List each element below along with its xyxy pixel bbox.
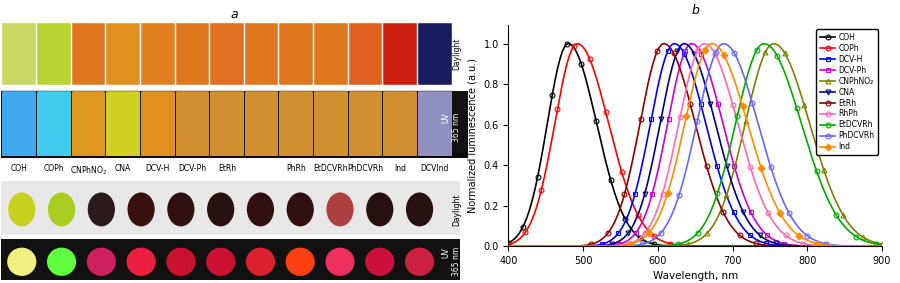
Text: a: a <box>230 8 238 22</box>
Bar <box>314 93 347 156</box>
Ellipse shape <box>87 192 115 226</box>
FancyBboxPatch shape <box>176 23 209 85</box>
Text: COH: COH <box>11 164 28 173</box>
Ellipse shape <box>47 248 76 276</box>
FancyBboxPatch shape <box>418 91 452 153</box>
X-axis label: Wavelength, nm: Wavelength, nm <box>652 271 738 282</box>
Ellipse shape <box>127 248 156 276</box>
FancyBboxPatch shape <box>3 154 464 156</box>
Bar <box>383 93 417 156</box>
Bar <box>418 93 452 156</box>
Ellipse shape <box>206 248 235 276</box>
Ellipse shape <box>405 248 434 276</box>
Text: CNPhNO$_2$: CNPhNO$_2$ <box>70 164 107 177</box>
Text: DCV-H: DCV-H <box>146 164 170 173</box>
FancyBboxPatch shape <box>3 23 36 85</box>
FancyBboxPatch shape <box>210 91 244 153</box>
FancyBboxPatch shape <box>245 23 278 85</box>
FancyBboxPatch shape <box>383 23 417 85</box>
FancyBboxPatch shape <box>418 23 452 85</box>
FancyBboxPatch shape <box>314 91 347 153</box>
FancyBboxPatch shape <box>348 23 382 85</box>
FancyBboxPatch shape <box>314 23 347 85</box>
FancyBboxPatch shape <box>176 91 209 153</box>
Ellipse shape <box>207 192 234 226</box>
Bar <box>72 93 105 156</box>
FancyBboxPatch shape <box>106 23 140 85</box>
FancyBboxPatch shape <box>106 91 140 153</box>
FancyBboxPatch shape <box>3 91 36 153</box>
Ellipse shape <box>167 192 194 226</box>
FancyBboxPatch shape <box>72 23 105 85</box>
Text: EtRh: EtRh <box>218 164 236 173</box>
FancyBboxPatch shape <box>37 23 71 85</box>
Bar <box>176 93 209 156</box>
Bar <box>1 239 460 280</box>
FancyBboxPatch shape <box>348 91 382 153</box>
Bar <box>1 181 460 235</box>
FancyBboxPatch shape <box>72 91 105 153</box>
Text: Daylight: Daylight <box>452 193 461 226</box>
FancyBboxPatch shape <box>141 91 175 153</box>
FancyBboxPatch shape <box>141 23 175 85</box>
Ellipse shape <box>285 248 315 276</box>
Text: b: b <box>691 4 699 17</box>
Bar <box>106 93 140 156</box>
Ellipse shape <box>326 248 355 276</box>
FancyBboxPatch shape <box>279 23 313 85</box>
Text: DCV-Ph: DCV-Ph <box>178 164 206 173</box>
FancyBboxPatch shape <box>383 91 417 153</box>
Ellipse shape <box>246 248 275 276</box>
Ellipse shape <box>8 192 35 226</box>
Ellipse shape <box>286 192 314 226</box>
Bar <box>141 93 175 156</box>
Ellipse shape <box>48 192 75 226</box>
Legend: COH, COPh, DCV-H, DCV-Ph, CNPhNO₂, CNA, EtRh, RhPh, EtDCVRh, PhDCVRh, Ind: COH, COPh, DCV-H, DCV-Ph, CNPhNO₂, CNA, … <box>816 29 878 155</box>
Ellipse shape <box>166 248 195 276</box>
Text: CNA: CNA <box>115 164 131 173</box>
FancyBboxPatch shape <box>279 91 313 153</box>
Text: Daylight: Daylight <box>452 38 461 70</box>
FancyBboxPatch shape <box>37 91 71 153</box>
Bar <box>245 93 278 156</box>
Text: UV
365 nm: UV 365 nm <box>442 113 461 142</box>
Ellipse shape <box>86 248 116 276</box>
Ellipse shape <box>365 248 394 276</box>
Bar <box>1 91 468 158</box>
Text: PhRh: PhRh <box>286 164 306 173</box>
Bar <box>348 93 382 156</box>
Text: PhDCVRh: PhDCVRh <box>347 164 383 173</box>
Ellipse shape <box>7 248 36 276</box>
Ellipse shape <box>247 192 274 226</box>
FancyBboxPatch shape <box>210 23 244 85</box>
Text: UV
365 nm: UV 365 nm <box>442 247 461 276</box>
Text: EtDCVRh: EtDCVRh <box>313 164 348 173</box>
Bar <box>37 93 71 156</box>
Text: COPh: COPh <box>43 164 64 173</box>
Text: DCVInd: DCVInd <box>420 164 449 173</box>
Y-axis label: Normalized luminescence (a.u.): Normalized luminescence (a.u.) <box>468 58 478 213</box>
Bar <box>210 93 244 156</box>
Ellipse shape <box>406 192 433 226</box>
Bar <box>3 93 36 156</box>
Ellipse shape <box>366 192 393 226</box>
Ellipse shape <box>128 192 155 226</box>
Bar <box>279 93 313 156</box>
Ellipse shape <box>327 192 354 226</box>
FancyBboxPatch shape <box>245 91 278 153</box>
Text: Ind: Ind <box>394 164 406 173</box>
